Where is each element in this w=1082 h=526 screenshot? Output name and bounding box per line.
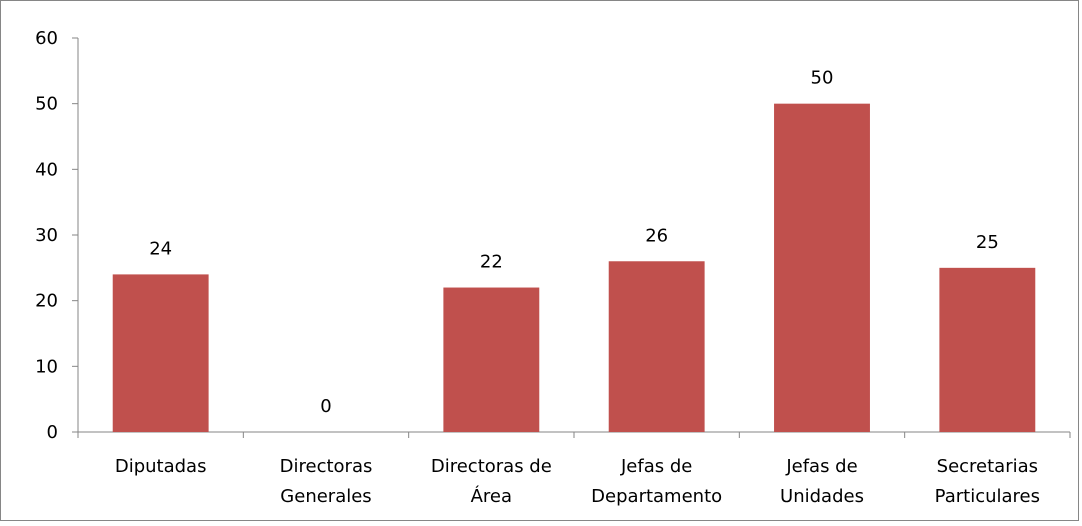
bar [443, 287, 540, 432]
y-tick-label: 30 [35, 225, 58, 246]
y-tick-label: 0 [47, 422, 58, 443]
x-tick-label: Diputadas [115, 456, 207, 477]
x-tick-label: Directoras Generales [280, 456, 373, 507]
x-tick-label: Directoras de Área [431, 456, 552, 507]
x-tick-label: Jefas de Departamento [591, 456, 722, 507]
data-label: 0 [320, 396, 331, 417]
x-tick-label: Secretarias Particulares [935, 456, 1040, 507]
y-tick-label: 50 [35, 94, 58, 115]
x-tick-label: Jefas de Unidades [780, 456, 864, 507]
data-label: 25 [976, 232, 999, 253]
y-tick-label: 20 [35, 291, 58, 312]
bar [774, 103, 870, 433]
y-tick-label: 10 [35, 356, 58, 377]
data-label: 50 [811, 68, 834, 89]
data-label: 24 [149, 238, 172, 259]
y-tick-label: 40 [35, 159, 58, 180]
data-label: 22 [480, 252, 503, 273]
data-label: 26 [645, 225, 668, 246]
bar [112, 274, 209, 432]
bar [939, 267, 1036, 432]
y-tick-label: 60 [35, 28, 58, 49]
bar [608, 261, 705, 432]
